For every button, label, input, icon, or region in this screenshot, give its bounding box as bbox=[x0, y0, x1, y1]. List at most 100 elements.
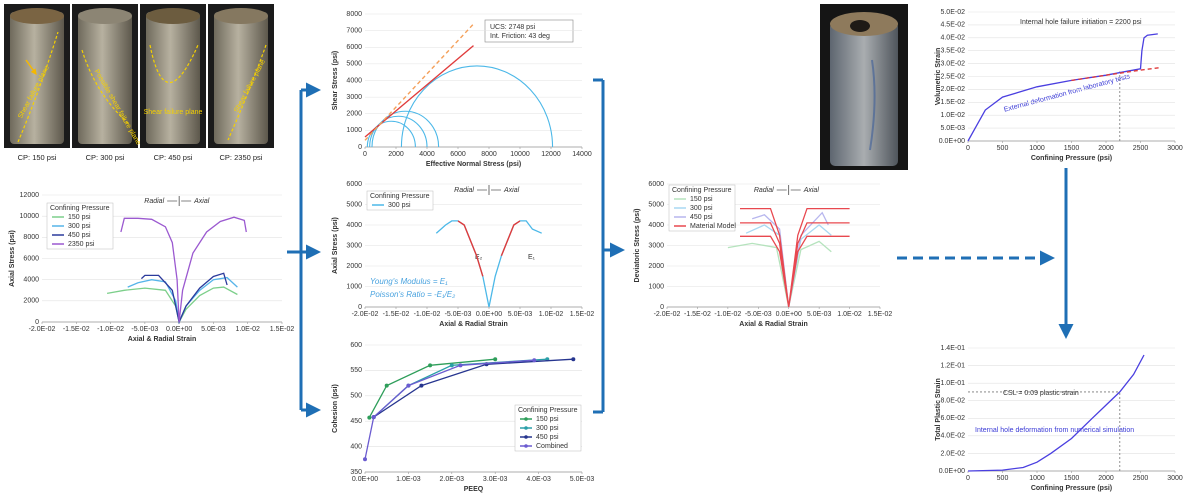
y-tick-label: 12000 bbox=[20, 192, 40, 199]
x-axis-label: Axial & Radial Strain bbox=[739, 321, 807, 328]
legend-marker bbox=[524, 444, 528, 448]
x-tick-label: 2000 bbox=[1098, 475, 1114, 482]
x-tick-label: 10000 bbox=[510, 151, 530, 158]
x-tick-label: 500 bbox=[997, 475, 1009, 482]
series-line bbox=[373, 358, 574, 418]
core bbox=[78, 12, 132, 144]
point bbox=[449, 363, 454, 368]
arrow bbox=[25, 59, 37, 75]
x-tick-label: 3000 bbox=[1167, 475, 1183, 482]
fit-line bbox=[364, 23, 475, 141]
y-tick-label: 4000 bbox=[648, 222, 664, 229]
point bbox=[571, 357, 576, 362]
point bbox=[384, 383, 389, 388]
y-tick-label: 3000 bbox=[346, 242, 362, 249]
x-tick-label: -2.0E-02 bbox=[654, 311, 681, 318]
hole bbox=[850, 20, 870, 32]
y-tick-label: 6000 bbox=[346, 44, 362, 51]
y-tick-label: 2000 bbox=[346, 111, 362, 118]
annotation: Internal hole failure initiation = 2200 … bbox=[1020, 19, 1142, 26]
y-tick-label: 3.5E-02 bbox=[940, 48, 965, 55]
y-tick-label: 6000 bbox=[648, 181, 664, 188]
failure-line bbox=[227, 44, 267, 141]
fit-line bbox=[364, 45, 474, 138]
note: Radial bbox=[754, 187, 774, 194]
y-tick-label: 0 bbox=[35, 319, 39, 326]
y-tick-label: 4.5E-02 bbox=[940, 22, 965, 29]
point bbox=[458, 363, 463, 368]
x-tick-label: 5.0E-03 bbox=[508, 311, 533, 318]
x-tick-label: -1.5E-02 bbox=[383, 311, 410, 318]
x-tick-label: 1.0E-02 bbox=[539, 311, 564, 318]
x-tick-label: 0 bbox=[966, 145, 970, 152]
x-tick-label: 0.0E+00 bbox=[352, 476, 378, 483]
core bbox=[214, 12, 268, 144]
mohr-circle bbox=[369, 115, 428, 148]
legend-label: 2350 psi bbox=[68, 241, 95, 248]
y-tick-label: 6000 bbox=[23, 255, 39, 262]
marking bbox=[869, 59, 876, 151]
note: Radial bbox=[144, 198, 164, 205]
note: Axial bbox=[193, 198, 210, 205]
y-tick-label: 1000 bbox=[648, 283, 664, 290]
legend-title: Confining Pressure bbox=[518, 407, 578, 414]
failure-line bbox=[17, 31, 59, 143]
core-top bbox=[214, 8, 268, 24]
y-tick-label: 1000 bbox=[346, 283, 362, 290]
y-tick-label: 500 bbox=[350, 393, 362, 400]
x-tick-label: -5.0E-03 bbox=[745, 311, 772, 318]
x-tick-label: -5.0E-03 bbox=[131, 326, 158, 333]
x-tick-label: 8000 bbox=[481, 151, 497, 158]
legend-marker bbox=[524, 435, 528, 439]
legend-label: 450 psi bbox=[68, 232, 91, 239]
x-tick-label: 1.5E-02 bbox=[570, 311, 595, 318]
x-axis-label: Axial & Radial Strain bbox=[439, 321, 507, 328]
y-tick-label: 1.5E-02 bbox=[940, 99, 965, 106]
legend-label: 300 psi bbox=[690, 205, 713, 212]
mohr-circle bbox=[366, 120, 416, 148]
x-tick-label: 2500 bbox=[1133, 475, 1149, 482]
annotation: Young's Modulus = E₁ bbox=[370, 277, 448, 286]
y-tick-label: 4000 bbox=[23, 277, 39, 284]
series-line bbox=[364, 359, 535, 460]
legend-label: Material Model bbox=[690, 223, 736, 230]
x-tick-label: 2000 bbox=[1098, 145, 1114, 152]
series-line bbox=[740, 207, 850, 308]
series-line bbox=[140, 272, 228, 325]
photo-label: Shear failure plane bbox=[144, 109, 203, 116]
x-tick-label: -2.0E-02 bbox=[352, 311, 379, 318]
legend-marker bbox=[524, 417, 528, 421]
x-tick-label: 1000 bbox=[1029, 145, 1045, 152]
y-axis-label: Volumetric Strain bbox=[935, 48, 942, 105]
y-axis-label: Axial Stress (psi) bbox=[9, 230, 16, 287]
x-tick-label: -1.5E-02 bbox=[684, 311, 711, 318]
core bbox=[10, 12, 64, 144]
x-tick-label: 0.0E+00 bbox=[776, 311, 802, 318]
x-tick-label: 12000 bbox=[541, 151, 561, 158]
y-tick-label: 2.5E-02 bbox=[940, 73, 965, 80]
x-axis-label: Axial & Radial Strain bbox=[128, 336, 196, 343]
x-tick-label: 6000 bbox=[450, 151, 466, 158]
x-tick-label: 1000 bbox=[1029, 475, 1045, 482]
legend-label: 150 psi bbox=[690, 196, 713, 203]
x-tick-label: -2.0E-02 bbox=[29, 326, 56, 333]
legend-label: 450 psi bbox=[536, 434, 559, 441]
y-tick-label: 4000 bbox=[346, 222, 362, 229]
y-axis-label: Total Plastic Strain bbox=[935, 378, 942, 441]
y-tick-label: 8000 bbox=[346, 11, 362, 18]
annotation: E₁ bbox=[528, 254, 536, 261]
core-top bbox=[78, 8, 132, 24]
x-axis-label: Confining Pressure (psi) bbox=[1031, 485, 1112, 492]
x-tick-label: 0 bbox=[966, 475, 970, 482]
x-tick-label: 5.0E-03 bbox=[807, 311, 832, 318]
fit-line bbox=[457, 220, 484, 277]
legend-title: Confining Pressure bbox=[50, 205, 110, 212]
y-tick-label: 0.0E+00 bbox=[939, 468, 965, 475]
mohr-circle bbox=[400, 65, 554, 148]
annotation: CSL = 0.09 plastic strain bbox=[1003, 390, 1079, 397]
core bbox=[146, 12, 200, 144]
